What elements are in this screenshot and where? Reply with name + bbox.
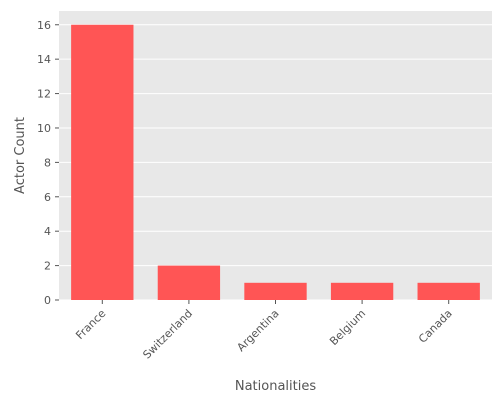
- y-tick-label: 12: [37, 88, 51, 101]
- y-tick-label: 8: [44, 156, 51, 169]
- bars: [71, 24, 480, 301]
- y-axis-ticks: 0 2 4 6 8 10 12 14 16: [37, 19, 59, 307]
- y-tick-label: 14: [37, 53, 51, 66]
- x-tick-label: Canada: [416, 307, 455, 346]
- x-tick-label: France: [73, 307, 108, 342]
- x-tick-label: Argentina: [234, 307, 281, 354]
- y-tick-label: 4: [44, 225, 51, 238]
- y-tick-label: 0: [44, 294, 51, 307]
- y-axis-label: Actor Count: [13, 117, 28, 194]
- bar-belgium: [330, 282, 394, 300]
- y-tick-label: 2: [44, 260, 51, 273]
- x-tick-label: Switzerland: [140, 307, 195, 362]
- x-axis-ticks: France Switzerland Argentina Belgium Canada: [73, 300, 455, 362]
- bar-argentina: [244, 282, 307, 300]
- y-tick-label: 16: [37, 19, 51, 32]
- bar-france: [71, 24, 134, 301]
- x-tick-label: Belgium: [327, 307, 368, 348]
- y-tick-label: 10: [37, 122, 51, 135]
- bar-canada: [417, 282, 480, 300]
- y-tick-label: 6: [44, 191, 51, 204]
- x-axis-label: Nationalities: [235, 379, 316, 394]
- bar-switzerland: [157, 265, 221, 300]
